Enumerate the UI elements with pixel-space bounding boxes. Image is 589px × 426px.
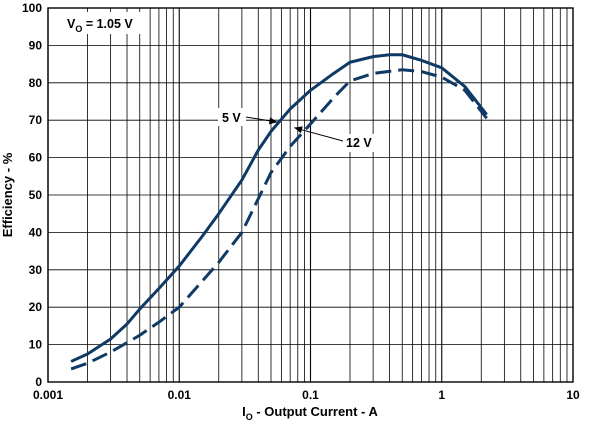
label-12v-background (342, 134, 378, 152)
x-tick-label: 0.1 (302, 388, 319, 402)
series-label-12v: 12 V (346, 136, 372, 150)
x-tick-label: 10 (566, 388, 580, 402)
series-line-5v (70, 53, 488, 363)
y-tick-label: 30 (29, 263, 43, 277)
plot-frame (47, 7, 574, 383)
tick-labels: 0 10 20 30 40 50 60 70 80 90 100 0.001 0.01 0.1 1 10 (22, 1, 580, 402)
arrowhead-12v (294, 126, 303, 134)
y-tick-label: 50 (29, 188, 43, 202)
y-tick-label: 60 (29, 151, 43, 165)
y-tick-label: 70 (29, 113, 43, 127)
annotation-background (62, 12, 148, 34)
x-axis-title: IO - Output Current - A (242, 404, 378, 422)
label-5v-background (218, 108, 246, 126)
series-layer (70, 53, 488, 371)
x-tick-label: 0.01 (168, 388, 192, 402)
arrowhead-5v (268, 117, 278, 125)
x-tick-label: 1 (438, 388, 445, 402)
arrow-12v (293, 127, 344, 142)
y-tick-label: 40 (29, 225, 43, 239)
series-label-5v: 5 V (222, 111, 241, 125)
y-tick-label: 80 (29, 76, 43, 90)
y-tick-label: 0 (35, 375, 42, 389)
y-tick-label: 90 (29, 38, 43, 52)
y-tick-label: 20 (29, 300, 43, 314)
output-voltage-annotation: VO = 1.05 V (67, 17, 133, 34)
y-axis-title: Efficiency - % (0, 152, 15, 237)
x-tick-label: 0.001 (33, 388, 63, 402)
series-line-12v (70, 68, 488, 371)
y-tick-label: 10 (29, 338, 43, 352)
y-tick-label: 100 (22, 1, 42, 15)
